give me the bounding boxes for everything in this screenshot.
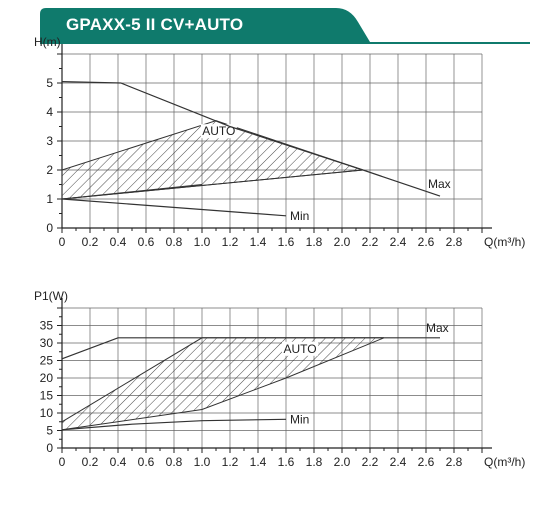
chart-title: GPAXX-5 II CV+AUTO <box>66 15 244 34</box>
x-tick-label: 2.4 <box>390 455 407 469</box>
chart-header: GPAXX-5 II CV+AUTO <box>40 8 370 42</box>
x-tick-label: 2.6 <box>418 235 435 249</box>
head-flow-chart: 0 0.2 0.4 0.6 0.8 1.0 1.2 1.4 1.6 1.8 2.0 2.2 2.4 2.6… <box>34 35 525 249</box>
x-tick-label: 0.4 <box>110 235 127 249</box>
y-tick-label: 0 <box>46 221 53 235</box>
x-tick-label: 2.2 <box>362 455 379 469</box>
y-tick-label: 15 <box>40 389 54 403</box>
x-tick-label: 0.2 <box>82 235 99 249</box>
y-tick-label: 5 <box>46 424 53 438</box>
y-axis-label: P1(W) <box>34 289 68 303</box>
y-tick-label: 5 <box>46 76 53 90</box>
series-line-min <box>61 198 287 217</box>
region-boundary-line <box>61 184 203 200</box>
y-axis-label: H(m) <box>34 35 61 49</box>
x-tick-label: 1.8 <box>306 455 323 469</box>
x-tick-label: 0.8 <box>166 455 183 469</box>
x-axis-label: Q(m³/h) <box>484 235 525 249</box>
x-axis-label: Q(m³/h) <box>484 455 525 469</box>
x-tick-label: 2.4 <box>390 235 407 249</box>
y-tick-label: 3 <box>46 134 53 148</box>
x-tick-label: 1.4 <box>250 235 267 249</box>
x-tick-label: 2.6 <box>418 455 435 469</box>
x-tick-label: 2.2 <box>362 235 379 249</box>
x-tick-label: 1.0 <box>194 235 211 249</box>
x-tick-label: 0.4 <box>110 455 127 469</box>
header-tab-shape <box>40 8 370 42</box>
x-tick-label: 1.2 <box>222 455 239 469</box>
x-tick-label: 1.0 <box>194 455 211 469</box>
y-tick-label: 35 <box>40 319 54 333</box>
x-tick-label: 1.6 <box>278 235 295 249</box>
x-tick-label: 0 <box>59 235 66 249</box>
header-divider <box>40 42 530 44</box>
auto-label: AUTO <box>202 124 235 138</box>
y-tick-label: 2 <box>46 163 53 177</box>
x-tick-label: 2.0 <box>334 235 351 249</box>
y-tick-label: 30 <box>40 336 54 350</box>
y-tick-label: 1 <box>46 192 53 206</box>
series-label-max: Max <box>428 177 451 191</box>
series-label-max: Max <box>426 321 449 335</box>
auto-region <box>61 337 385 431</box>
y-tick-label: 10 <box>40 406 54 420</box>
series-line-max <box>61 337 440 360</box>
x-tick-label: 0.6 <box>138 455 155 469</box>
series-label-min: Min <box>290 209 309 223</box>
power-flow-chart: 0 0.2 0.4 0.6 0.8 1.0 1.2 1.4 1.6 1.8 2.0 2.2 2.4 2.6… <box>34 289 525 469</box>
x-tick-label: 0.2 <box>82 455 99 469</box>
x-tick-label: 2.8 <box>446 235 463 249</box>
auto-label-bg <box>200 124 237 139</box>
x-tick-label: 0.8 <box>166 235 183 249</box>
x-tick-label: 0.6 <box>138 235 155 249</box>
y-tick-label: 0 <box>46 441 53 455</box>
series-line-max <box>61 81 441 197</box>
auto-label-bg <box>282 341 318 356</box>
y-tick-label: 4 <box>46 105 53 119</box>
x-tick-label: 2.8 <box>446 455 463 469</box>
x-tick-label: 1.8 <box>306 235 323 249</box>
y-tick-label: 20 <box>40 371 54 385</box>
x-tick-label: 1.2 <box>222 235 239 249</box>
series-label-min: Min <box>290 412 309 426</box>
x-tick-label: 1.4 <box>250 455 267 469</box>
auto-label: AUTO <box>283 342 316 356</box>
x-tick-label: 1.6 <box>278 455 295 469</box>
series-line-min <box>61 418 287 431</box>
x-tick-label: 2.0 <box>334 455 351 469</box>
y-tick-label: 25 <box>40 354 54 368</box>
x-tick-label: 0 <box>59 455 66 469</box>
